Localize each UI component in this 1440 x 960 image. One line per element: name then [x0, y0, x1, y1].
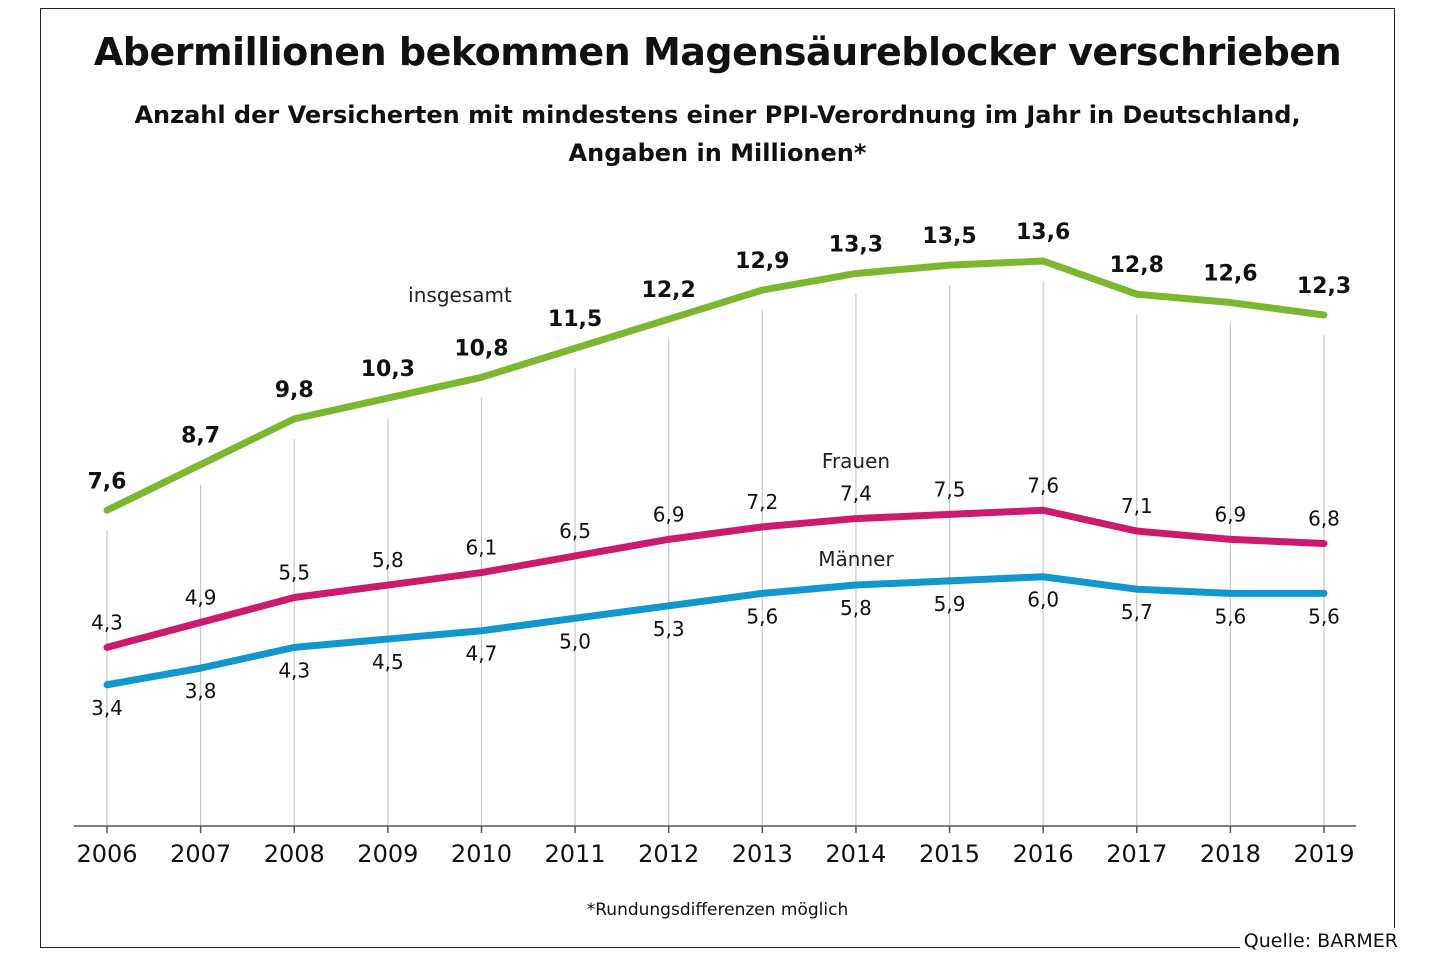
x-tick-label-2006: 2006: [76, 840, 137, 868]
chart-subtitle: Anzahl der Versicherten mit mindestens e…: [0, 96, 1435, 172]
data-label-Männer-2010: 4,7: [466, 642, 498, 666]
data-label-Männer-2012: 5,3: [653, 617, 685, 641]
data-label-Männer-2016: 6,0: [1027, 588, 1059, 612]
data-label-Frauen-2008: 5,5: [278, 561, 310, 585]
data-label-insgesamt-2017: 12,8: [1110, 253, 1164, 278]
data-label-Männer-2013: 5,6: [746, 604, 778, 628]
x-tick-label-2011: 2011: [545, 840, 606, 868]
data-label-Männer-2011: 5,0: [559, 629, 591, 653]
data-label-insgesamt-2006: 7,6: [88, 469, 127, 494]
x-tick-label-2007: 2007: [170, 840, 231, 868]
data-label-Männer-2006: 3,4: [91, 696, 123, 720]
series-name-Männer: Männer: [818, 547, 894, 571]
data-label-Frauen-2019: 6,8: [1308, 507, 1340, 531]
source-label: Quelle: BARMER: [1239, 930, 1398, 952]
data-label-insgesamt-2009: 10,3: [361, 357, 415, 382]
data-label-Männer-2019: 5,6: [1308, 604, 1340, 628]
data-label-insgesamt-2007: 8,7: [181, 424, 220, 449]
x-tick-label-2013: 2013: [732, 840, 793, 868]
data-label-insgesamt-2010: 10,8: [454, 336, 508, 361]
data-label-Frauen-2014: 7,4: [840, 482, 872, 506]
x-tick-label-2008: 2008: [264, 840, 325, 868]
data-label-Männer-2015: 5,9: [934, 592, 966, 616]
data-label-Frauen-2016: 7,6: [1027, 473, 1059, 497]
data-label-Frauen-2010: 6,1: [466, 536, 498, 560]
data-label-insgesamt-2018: 12,6: [1203, 262, 1257, 287]
data-label-Männer-2009: 4,5: [372, 650, 404, 674]
subtitle-line-1: Anzahl der Versicherten mit mindestens e…: [134, 101, 1301, 129]
data-label-Männer-2017: 5,7: [1121, 600, 1153, 624]
data-label-Frauen-2018: 6,9: [1214, 502, 1246, 526]
data-label-insgesamt-2008: 9,8: [275, 378, 314, 403]
data-label-Frauen-2017: 7,1: [1121, 494, 1153, 518]
chart-title: Abermillionen bekommen Magensäureblocker…: [93, 30, 1342, 74]
data-label-insgesamt-2019: 12,3: [1297, 274, 1351, 299]
x-tick-label-2015: 2015: [919, 840, 980, 868]
data-label-insgesamt-2013: 12,9: [735, 249, 789, 274]
series-name-Frauen: Frauen: [822, 449, 890, 473]
data-label-Frauen-2007: 4,9: [185, 585, 217, 609]
data-label-Männer-2014: 5,8: [840, 596, 872, 620]
data-label-Männer-2008: 4,3: [278, 658, 310, 682]
data-label-Frauen-2011: 6,5: [559, 519, 591, 543]
data-label-insgesamt-2016: 13,6: [1016, 220, 1070, 245]
chart-frame: [40, 8, 1395, 948]
data-label-Frauen-2015: 7,5: [934, 477, 966, 501]
x-tick-label-2010: 2010: [451, 840, 512, 868]
series-line-Frauen: [103, 506, 1328, 651]
data-label-insgesamt-2012: 12,2: [642, 278, 696, 303]
footnote: *Rundungsdifferenzen möglich: [586, 900, 849, 920]
subtitle-line-2: Angaben in Millionen*: [568, 139, 867, 167]
x-tick-label-2017: 2017: [1106, 840, 1167, 868]
data-label-insgesamt-2014: 13,3: [829, 232, 883, 257]
x-tick-label-2019: 2019: [1293, 840, 1354, 868]
x-tick-label-2018: 2018: [1200, 840, 1261, 868]
x-tick-label-2012: 2012: [638, 840, 699, 868]
data-label-Frauen-2012: 6,9: [653, 502, 685, 526]
x-tick-label-2016: 2016: [1013, 840, 1074, 868]
data-label-insgesamt-2011: 11,5: [548, 307, 602, 332]
data-label-Männer-2018: 5,6: [1214, 604, 1246, 628]
x-tick-label-2014: 2014: [825, 840, 886, 868]
series-line-Männer: [103, 573, 1328, 689]
series-name-insgesamt: insgesamt: [408, 283, 512, 307]
data-label-Frauen-2009: 5,8: [372, 548, 404, 572]
series-line-insgesamt: [103, 257, 1328, 514]
data-label-Frauen-2006: 4,3: [91, 610, 123, 634]
x-tick-label-2009: 2009: [357, 840, 418, 868]
data-label-Frauen-2013: 7,2: [746, 490, 778, 514]
data-label-Männer-2007: 3,8: [185, 679, 217, 703]
data-label-insgesamt-2015: 13,5: [922, 224, 976, 249]
